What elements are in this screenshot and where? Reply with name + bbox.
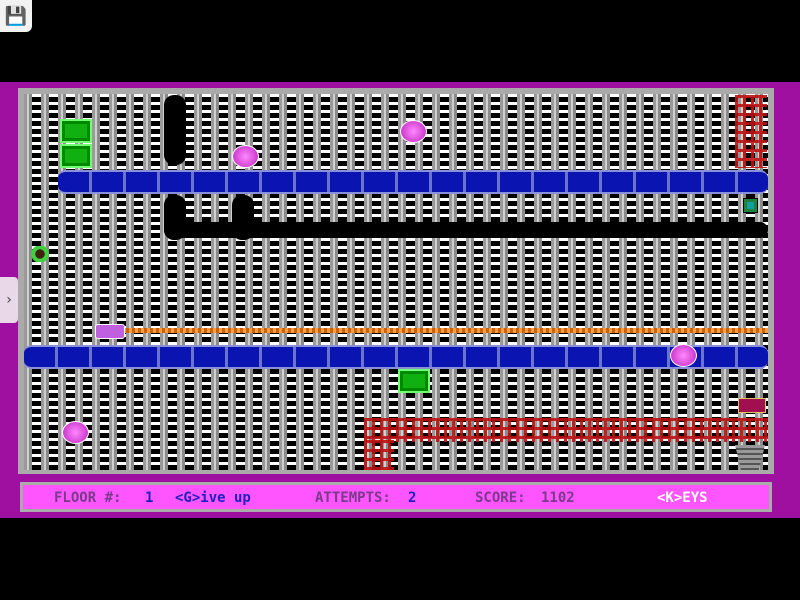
red-ladder [364, 418, 768, 442]
floor-value: 1 [145, 490, 154, 506]
pink-ball [400, 120, 427, 143]
red-ladder [735, 95, 767, 168]
attempts-value: 2 [408, 490, 417, 506]
key-item [743, 198, 758, 213]
rope [120, 328, 768, 333]
green-block [60, 119, 92, 143]
keys-button[interactable]: <K>EYS [657, 490, 708, 506]
trolley [95, 324, 125, 339]
conveyor-belt [58, 170, 768, 194]
give-up-button[interactable]: <G>ive up [175, 490, 251, 506]
save-button[interactable]: 💾 [0, 0, 32, 32]
passage [164, 222, 768, 238]
conveyor-belt [24, 345, 768, 369]
score-value: 1102 [541, 490, 575, 506]
player-character [28, 246, 52, 262]
status-bar: FLOOR #: 1 <G>ive up ATTEMPTS: 2 SCORE: … [20, 482, 772, 512]
floor-label: FLOOR #: [54, 490, 122, 506]
pink-ball [670, 344, 697, 367]
floppy-disk-icon: 💾 [4, 5, 28, 27]
score-label: SCORE: [475, 490, 526, 506]
pink-ball [62, 421, 89, 444]
red-object [738, 398, 766, 413]
green-block [60, 144, 92, 168]
pink-ball [232, 145, 259, 168]
passage [164, 95, 186, 165]
chevron-right-icon: › [4, 292, 14, 308]
game-field[interactable] [24, 94, 768, 470]
side-panel-toggle[interactable]: › [0, 277, 18, 323]
green-block [398, 369, 430, 393]
red-ladder [364, 440, 394, 470]
attempts-label: ATTEMPTS: [315, 490, 391, 506]
